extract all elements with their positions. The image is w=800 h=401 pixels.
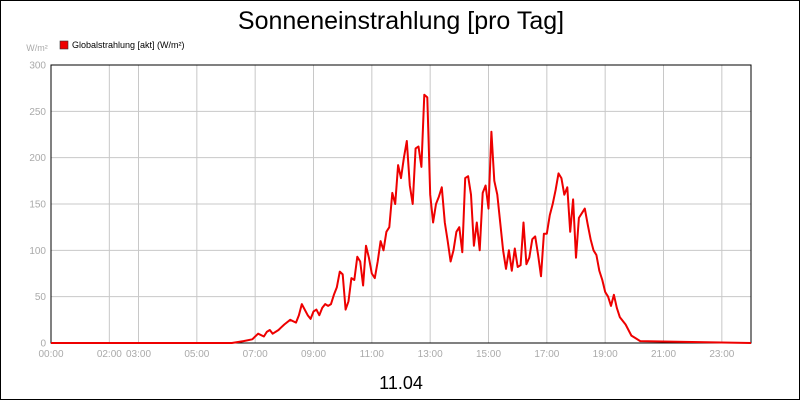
y-tick-labels: 0 50 100 150 200 250 300 <box>29 61 46 350</box>
series-layer <box>51 93 752 344</box>
x-tick-label: 00:00 <box>38 349 63 360</box>
grid <box>50 64 751 344</box>
legend-label: Globalstrahlung [akt] (W/m²) <box>72 40 185 50</box>
legend-swatch <box>59 40 69 50</box>
x-tick-label: 21:00 <box>651 349 676 360</box>
x-tick-label: 11:00 <box>360 349 385 360</box>
date-label: 11.04 <box>379 373 423 393</box>
x-tick-label: 05:00 <box>184 349 209 360</box>
x-tick-label: 19:00 <box>593 349 618 360</box>
x-tick-label: 15:00 <box>476 349 501 360</box>
series-line <box>51 93 752 344</box>
x-tick-label: 13:00 <box>418 349 443 360</box>
y-axis-unit-label: W/m² <box>26 43 48 53</box>
x-tick-label: 17:00 <box>534 349 559 360</box>
y-tick-label: 150 <box>29 200 46 211</box>
x-tick-label: 09:00 <box>301 349 326 360</box>
y-tick-label: 200 <box>29 153 46 164</box>
chart-title: Sonneneinstrahlung [pro Tag] <box>238 7 564 35</box>
y-tick-label: 0 <box>40 339 46 350</box>
y-tick-label: 300 <box>29 61 46 72</box>
x-tick-label: 03:00 <box>126 349 151 360</box>
x-tick-label: 07:00 <box>243 349 268 360</box>
x-tick-labels: 00:00 02:00 03:00 05:00 07:00 09:00 11:00 13:00… <box>38 349 734 360</box>
y-tick-label: 100 <box>29 246 46 257</box>
x-tick-label: 02:00 <box>97 349 122 360</box>
plot-area-border <box>50 64 752 344</box>
y-tick-label: 250 <box>29 107 46 118</box>
y-tick-label: 50 <box>35 292 47 303</box>
x-tick-label: 23:00 <box>709 349 734 360</box>
